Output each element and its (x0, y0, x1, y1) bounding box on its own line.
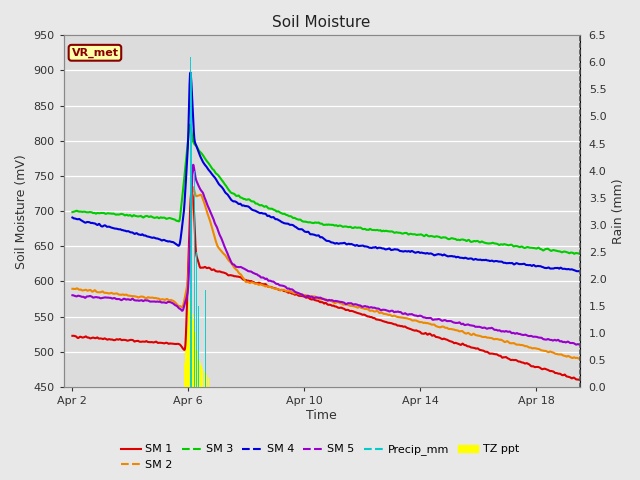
Bar (190, 57, 191, 387)
Bar (198, 357, 199, 387)
Bar (191, 308, 192, 387)
Y-axis label: Soil Moisture (mV): Soil Moisture (mV) (15, 154, 28, 268)
Bar (199, 360, 200, 387)
Bar (204, 372, 205, 387)
Bar (194, 170, 195, 387)
Bar (195, 332, 196, 387)
Bar (201, 366, 202, 387)
Bar (189, 299, 191, 387)
Y-axis label: Rain (mm): Rain (mm) (612, 179, 625, 244)
Bar (205, 289, 206, 387)
Bar (188, 311, 189, 387)
Bar (184, 362, 186, 387)
Bar (206, 375, 207, 387)
Bar (208, 378, 209, 387)
Bar (187, 326, 188, 387)
Bar (200, 362, 201, 387)
Legend: SM 1, SM 2, SM 3, SM 4, SM 5, Precip_mm, TZ ppt: SM 1, SM 2, SM 3, SM 4, SM 5, Precip_mm,… (116, 440, 524, 474)
Bar (194, 326, 195, 387)
X-axis label: Time: Time (307, 409, 337, 422)
Bar (196, 252, 197, 387)
Bar (186, 341, 187, 387)
Bar (198, 306, 199, 387)
Bar (196, 344, 198, 387)
Bar (193, 320, 194, 387)
Bar (202, 369, 204, 387)
Bar (191, 73, 192, 387)
Title: Soil Moisture: Soil Moisture (273, 15, 371, 30)
Bar (192, 314, 193, 387)
Text: VR_met: VR_met (72, 48, 118, 58)
Bar (225, 379, 227, 387)
